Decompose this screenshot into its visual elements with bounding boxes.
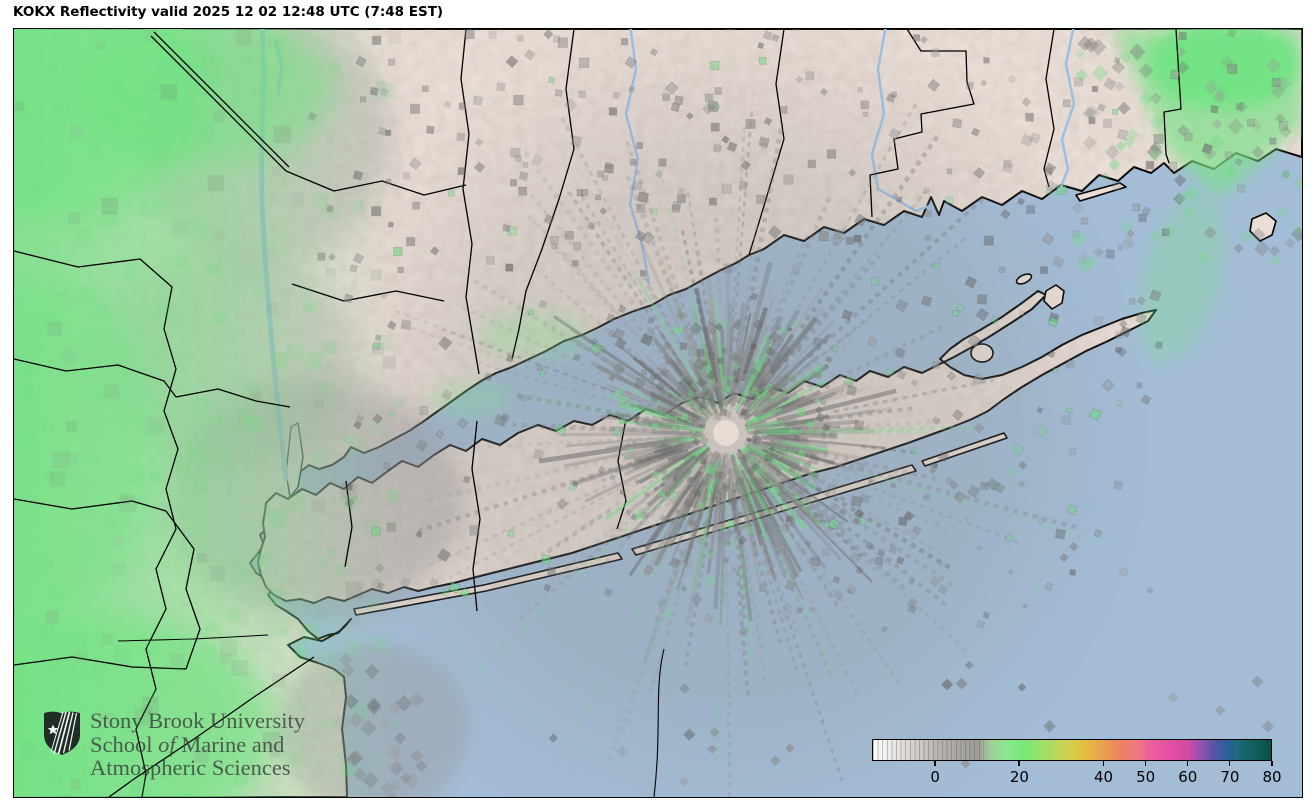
colorbar-tick-label: 20 (1009, 768, 1029, 786)
radar-map: 0 20 40 50 60 70 80 Stony Brook University Sch… (13, 28, 1303, 798)
county-line-nassau-suffolk (471, 420, 481, 612)
sbu-logo-text: Stony Brook University School of Marine … (90, 709, 305, 780)
colorbar-tick-label: 80 (1262, 768, 1282, 786)
county-line-nj-7 (108, 656, 315, 797)
green-patch-north-shore (429, 381, 509, 417)
county-line-nj-2 (14, 358, 177, 398)
green-tail-newlondon (1139, 196, 1225, 362)
block-island (1249, 212, 1277, 242)
county-line-nj-3 (175, 388, 291, 408)
colorbar-tick (934, 761, 936, 766)
border-ct-ri (1163, 29, 1182, 164)
radar-clutter-group (14, 29, 1302, 797)
logo-line-2: School of Marine and (90, 731, 285, 757)
colorbar-gradient (872, 739, 1272, 761)
county-line-putnam (285, 170, 467, 196)
county-line-li-2 (616, 418, 627, 530)
precip-field-group (14, 29, 1302, 797)
harbor-line (117, 634, 269, 642)
colorbar-tick (1271, 761, 1273, 766)
colorbar-tick (1102, 761, 1105, 766)
green-cell-w (14, 279, 159, 619)
green-cell-n (74, 29, 334, 164)
green-cell-sw (14, 614, 274, 797)
colorbar-tick-label: 70 (1220, 768, 1240, 786)
border-ny-ct (460, 29, 480, 375)
green-patch-sound (479, 310, 589, 358)
colorbar-tick (1228, 761, 1231, 766)
sbu-shield-icon (44, 711, 80, 755)
county-line-nassau-queens (344, 480, 353, 568)
shield-star (47, 724, 59, 735)
colorbar-tick (1144, 761, 1147, 766)
county-line-nj-4 (14, 498, 167, 512)
border-ny-nj-2 (153, 31, 290, 168)
colorbar-tick (1018, 761, 1020, 766)
county-line-ct-4 (1043, 29, 1055, 188)
colorbar: 0 20 40 50 60 70 80 (872, 739, 1282, 797)
map-canvas (14, 29, 1302, 797)
county-line-ct-3 (869, 29, 975, 218)
county-line-ct-2 (748, 29, 785, 256)
radar-gray-veil (296, 29, 1156, 797)
sbu-logo: Stony Brook University School of Marine … (42, 709, 305, 780)
county-line-westchester (291, 283, 445, 302)
border-ny-nj (150, 35, 287, 172)
green-core-ne (1149, 29, 1299, 109)
county-line-nj-5 (165, 510, 201, 670)
marine-boundary (653, 648, 665, 797)
colorbar-tick-label: 40 (1094, 768, 1114, 786)
logo-line-3: Atmospheric Sciences (90, 755, 291, 780)
colorbar-tick-label: 60 (1178, 768, 1198, 786)
county-line-nj-6 (14, 656, 187, 670)
colorbar-tick-label: 0 (930, 768, 940, 786)
colorbar-tick-label: 50 (1136, 768, 1156, 786)
county-line-nj-1 (14, 250, 179, 797)
county-line-ct-1 (511, 29, 575, 360)
page-title: KOKX Reflectivity valid 2025 12 02 12:48… (13, 4, 444, 20)
colorbar-tick (1186, 761, 1189, 766)
radar-site-hole (713, 420, 739, 446)
boundary-lines-group (14, 29, 1182, 797)
logo-line-1: Stony Brook University (90, 708, 306, 733)
colorbar-stepped-section (873, 740, 985, 760)
